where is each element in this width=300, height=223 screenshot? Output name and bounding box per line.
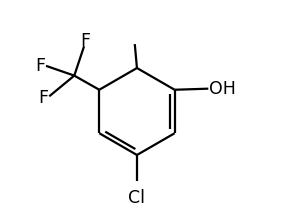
Text: F: F xyxy=(80,32,90,50)
Text: Cl: Cl xyxy=(128,189,146,207)
Text: F: F xyxy=(38,89,48,107)
Text: F: F xyxy=(36,57,46,75)
Text: OH: OH xyxy=(209,80,236,98)
